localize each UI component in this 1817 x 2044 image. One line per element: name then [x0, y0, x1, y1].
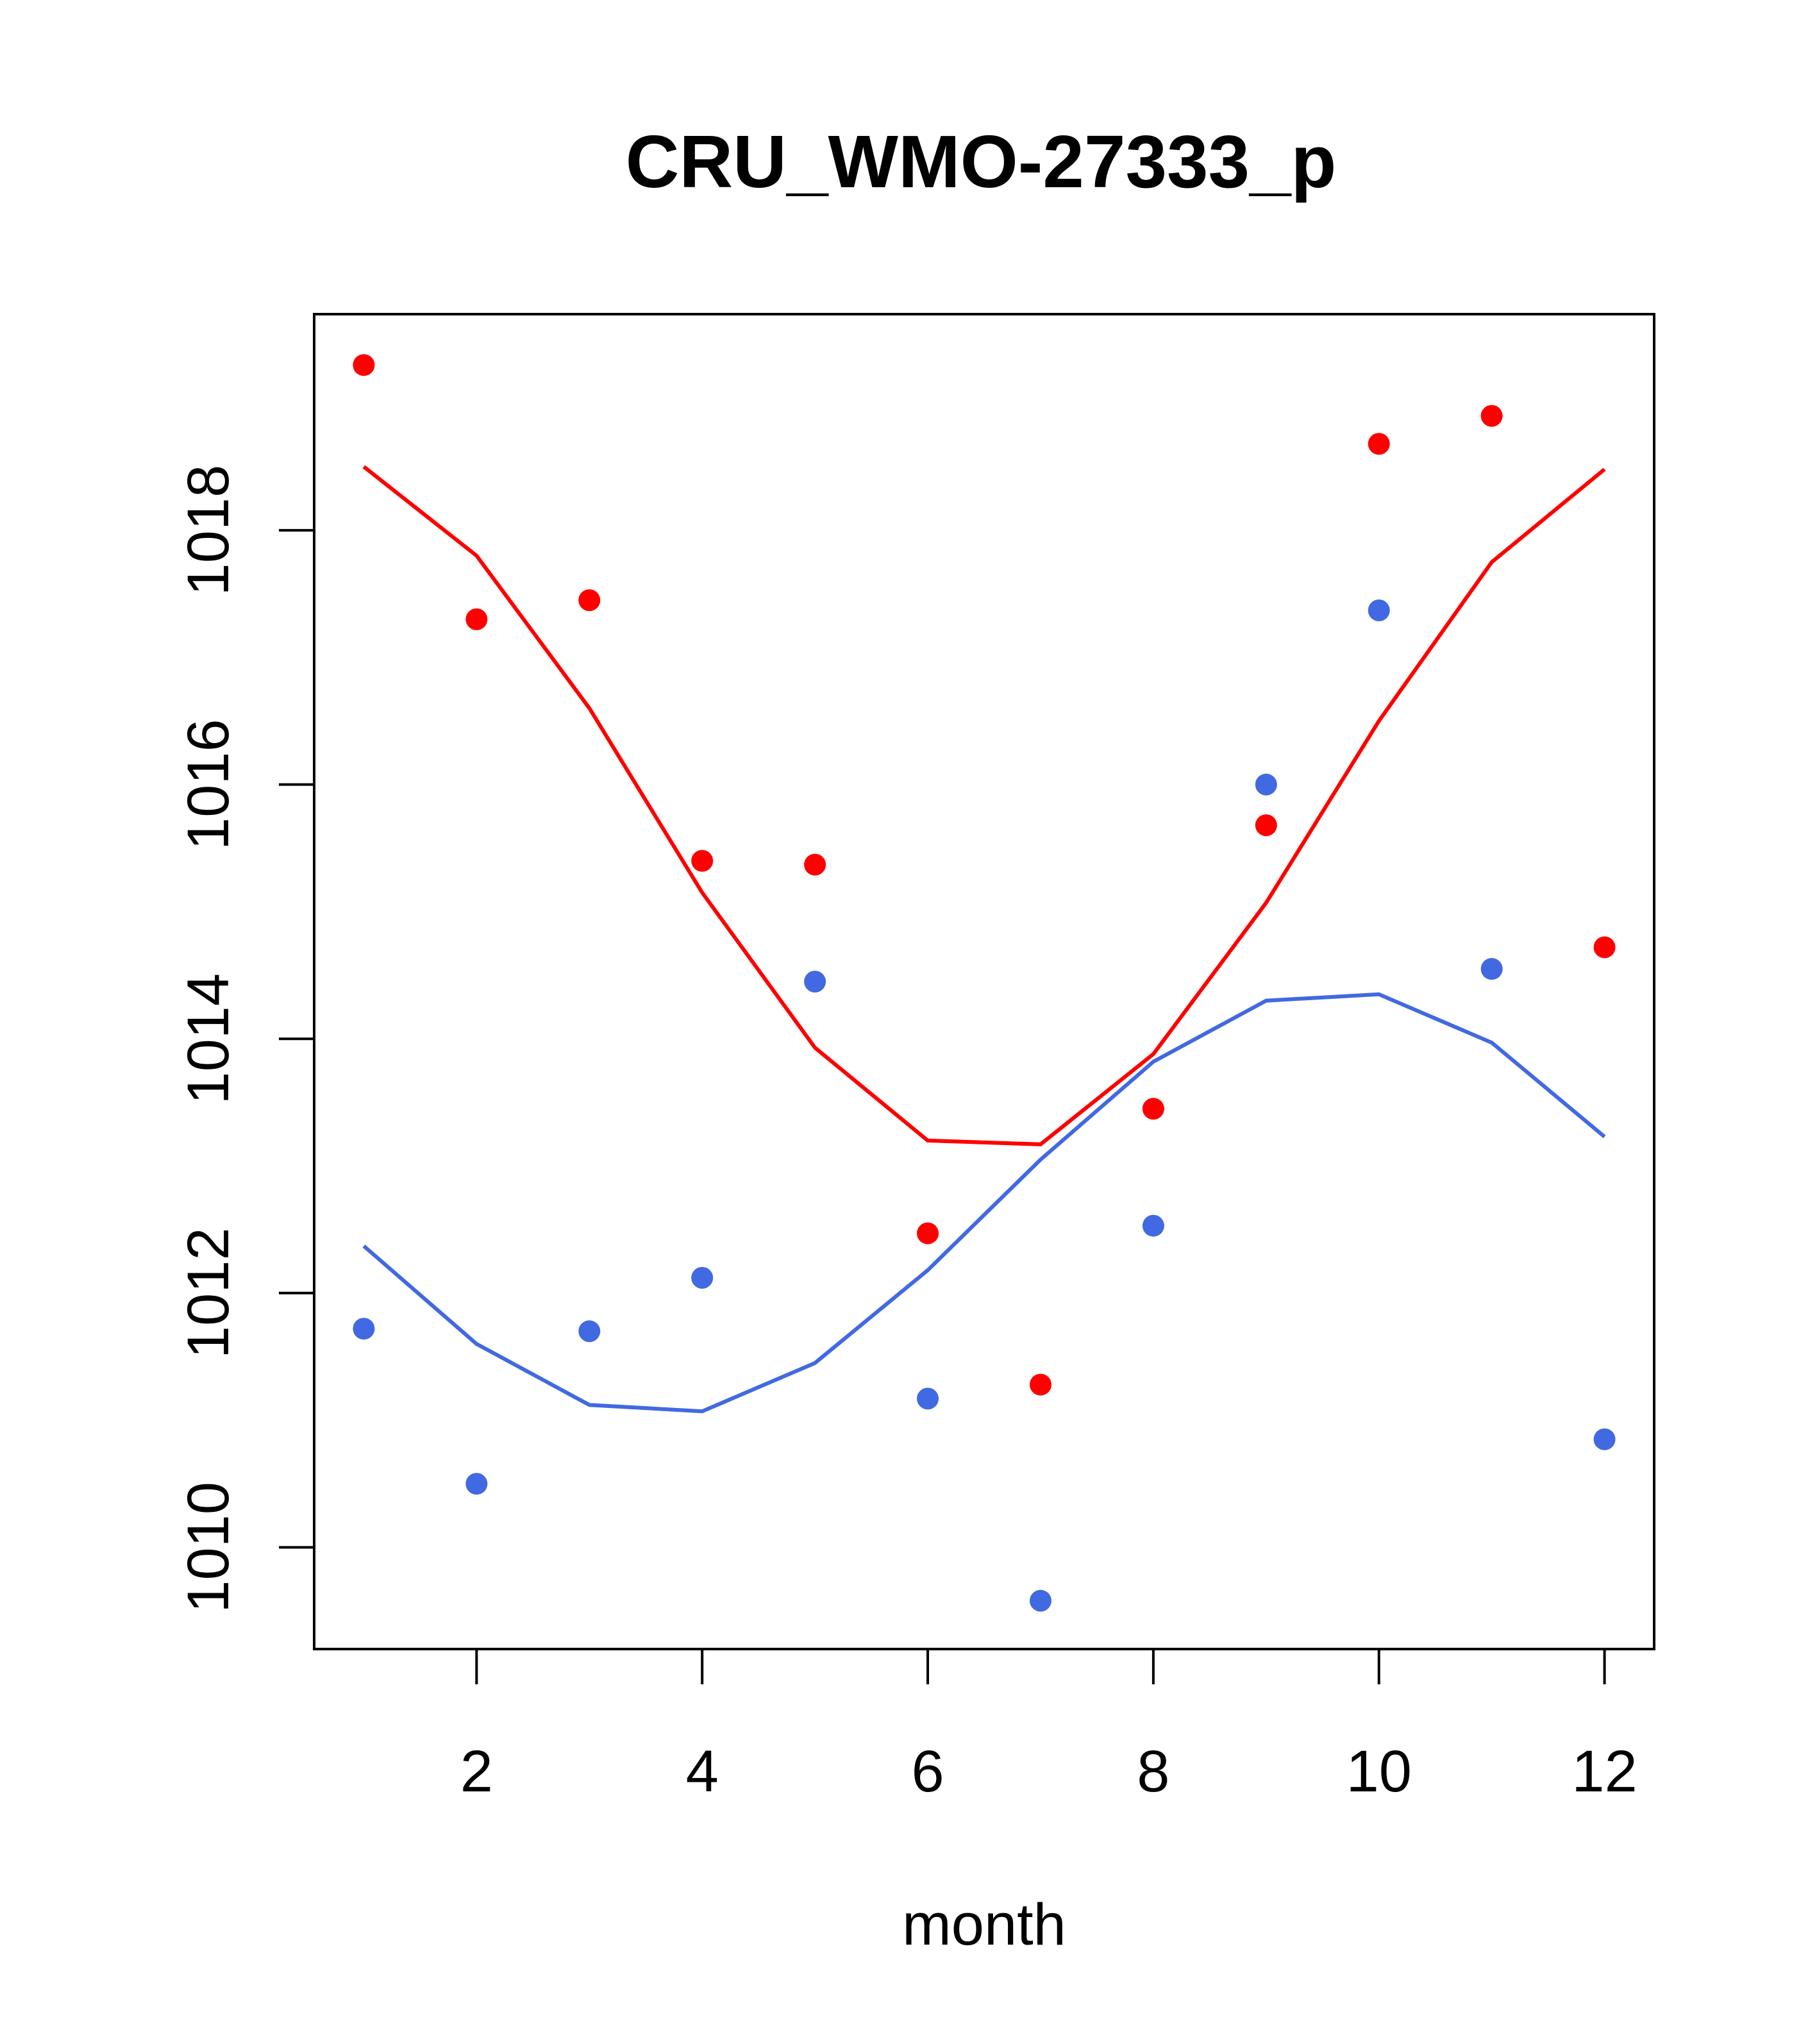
- series-2-point: [1142, 1214, 1164, 1237]
- y-tick-label: 1010: [176, 1482, 241, 1613]
- series-2-point: [804, 971, 826, 993]
- series-1-line: [362, 465, 1606, 1146]
- plot-frame: [313, 313, 1655, 1650]
- series-2-point: [353, 1318, 375, 1340]
- series-2-point: [578, 1320, 601, 1343]
- chart-title: CRU_WMO-27333_p: [626, 120, 1337, 203]
- x-axis-label: month: [902, 1892, 1066, 1957]
- x-axis: 2 4 6 8 10 12: [460, 1648, 1637, 1804]
- series-1-point: [1255, 814, 1277, 837]
- series-1-point: [691, 850, 714, 872]
- series-2-line: [362, 992, 1606, 1414]
- plot-area: [353, 354, 1616, 1612]
- y-tick-label: 1016: [176, 719, 241, 850]
- series-2-point: [1480, 958, 1503, 980]
- y-tick-label: 1018: [176, 465, 241, 596]
- series-2-point: [917, 1387, 939, 1410]
- x-tick-label: 8: [1137, 1739, 1169, 1804]
- series-2-point: [1593, 1428, 1616, 1450]
- y-tick-label: 1012: [176, 1227, 241, 1359]
- x-tick-label: 2: [460, 1739, 493, 1804]
- series-2-point: [465, 1473, 488, 1495]
- series-2-point: [691, 1267, 714, 1289]
- x-tick-label: 6: [911, 1739, 944, 1804]
- series-1-point: [1368, 433, 1390, 455]
- x-tick-label: 12: [1571, 1739, 1637, 1804]
- series-2-point: [1368, 599, 1390, 622]
- series-1-point: [804, 853, 826, 876]
- series-1-point: [1142, 1098, 1164, 1120]
- y-axis: 1010 1012 1014 1016 1018: [176, 465, 315, 1613]
- series-2-point: [1029, 1589, 1051, 1612]
- y-tick-label: 1014: [176, 973, 241, 1105]
- series-1-point: [1593, 936, 1616, 959]
- series-1-point: [465, 608, 488, 630]
- series-1-point: [1480, 405, 1503, 427]
- series-1-point: [1029, 1373, 1051, 1396]
- series-1-point: [578, 589, 601, 612]
- series-2-point: [1255, 773, 1277, 796]
- x-tick-label: 10: [1346, 1739, 1412, 1804]
- series-1-point: [917, 1222, 939, 1244]
- x-tick-label: 4: [686, 1739, 719, 1804]
- series-1-point: [353, 354, 375, 376]
